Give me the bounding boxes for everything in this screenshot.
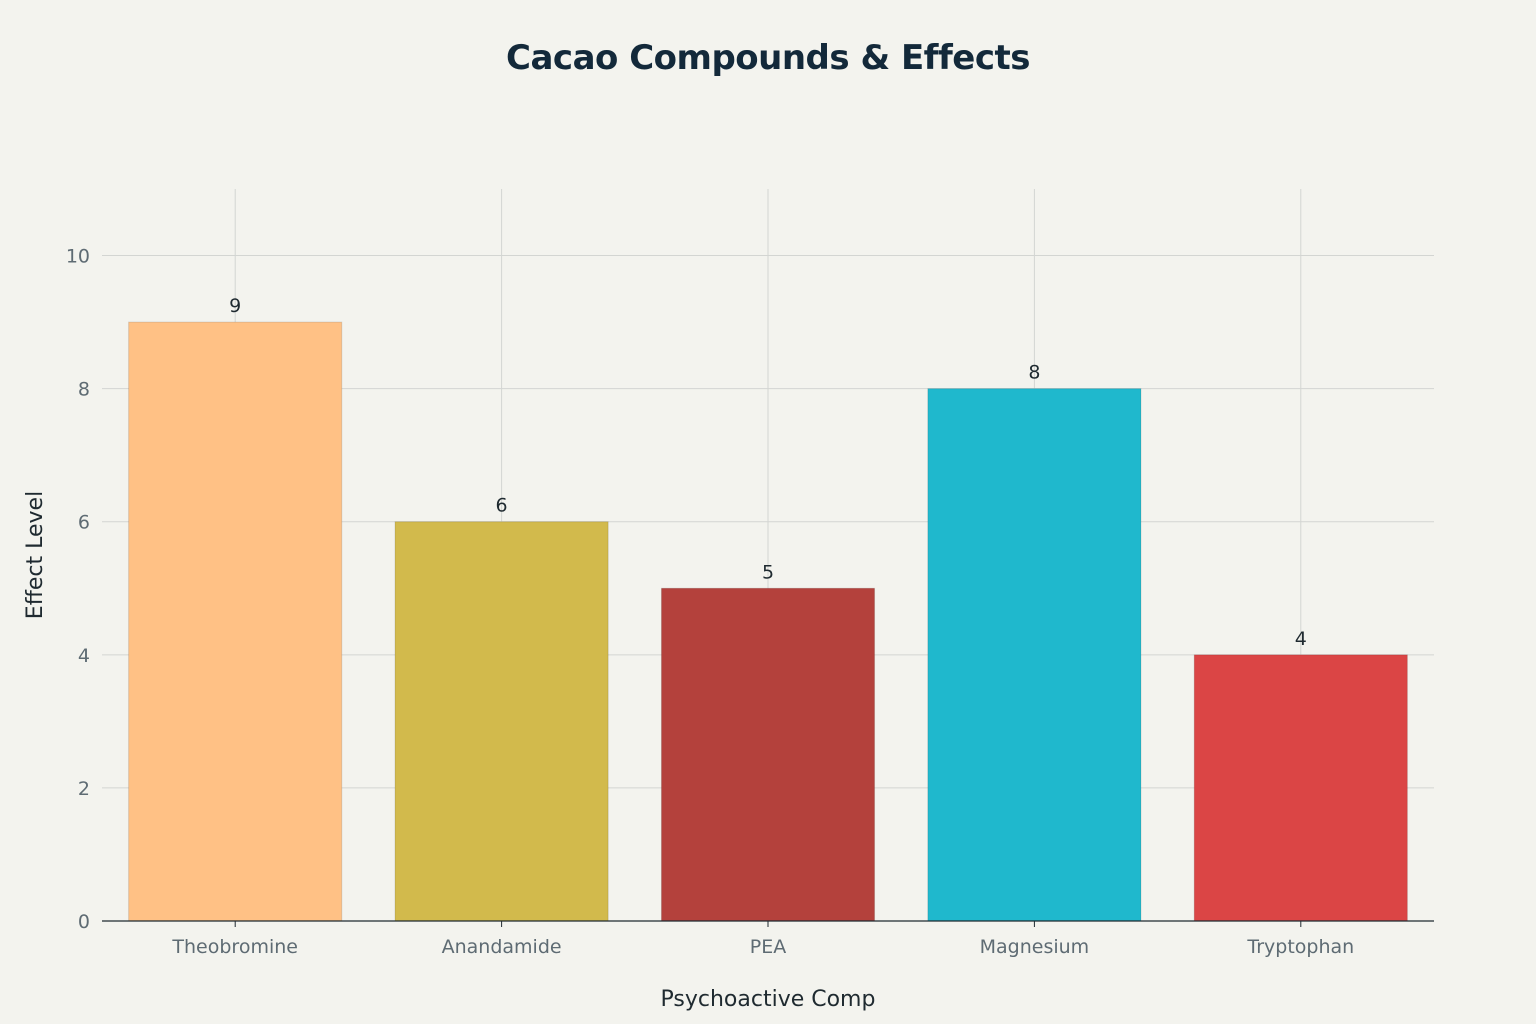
y-tick-label: 2 [78,778,90,800]
y-tick-label: 4 [78,645,90,667]
bar-pea [660,587,876,922]
chart-title: Cacao Compounds & Effects [506,38,1030,78]
bar-theobromine [128,321,343,922]
x-tick-label: Theobromine [171,936,298,958]
bar-value-label: 6 [496,495,508,517]
bar-value-label: 4 [1295,628,1307,650]
y-tick-label: 0 [78,911,90,933]
y-tick-label: 8 [78,379,90,401]
y-tick-label: 6 [78,512,90,534]
x-tick-label: Anandamide [442,936,562,958]
bar-anandamide [394,521,609,922]
bar-value-label: 5 [762,561,774,583]
x-tick-label: Tryptophan [1246,936,1354,958]
y-tick-label: 10 [66,246,90,268]
labels: 0 2 4 6 8 10 9 Theobromine 6 Anandamide 5 PEA 8 Magne… [66,246,1354,958]
x-tick-label: PEA [750,936,786,958]
bar-tryptophan [1193,654,1408,922]
y-axis-title: Effect Level [23,491,48,619]
x-axis-title: Psychoactive Comp [661,987,876,1012]
bar-value-label: 8 [1028,362,1040,384]
axes [102,920,1434,927]
bar-magnesium [927,388,1142,922]
bar-value-label: 9 [229,295,241,317]
bars [128,321,1408,922]
x-tick-label: Magnesium [980,936,1090,958]
